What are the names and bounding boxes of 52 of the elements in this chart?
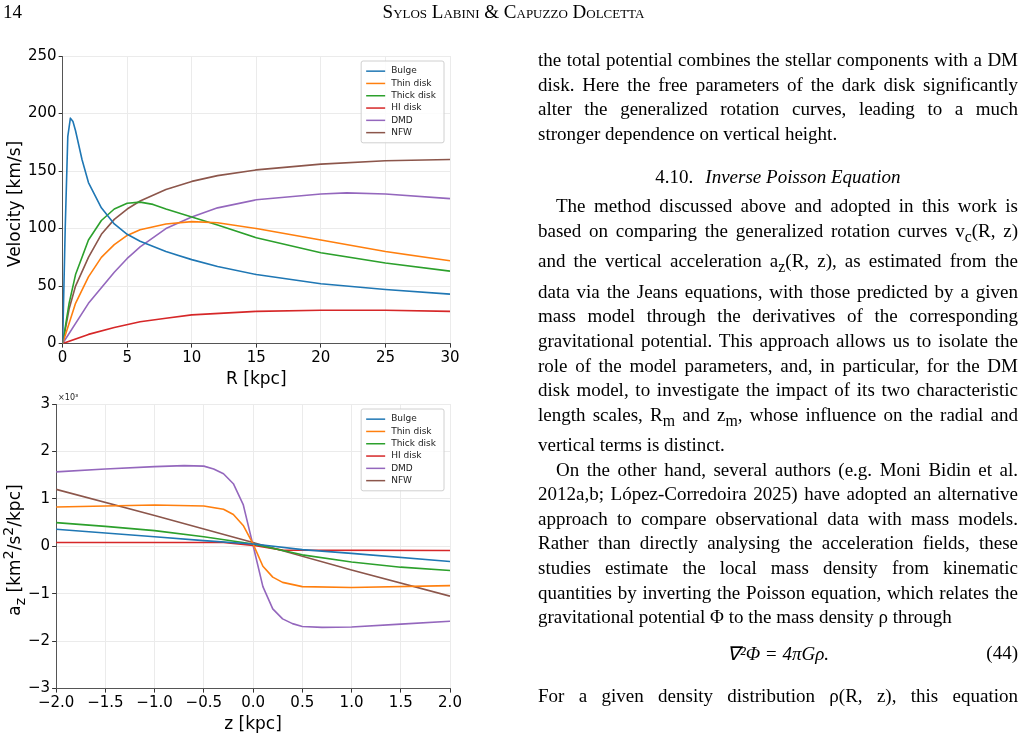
x-tick-label: 15 <box>246 348 266 367</box>
text: ∇²Φ = 4πGρ. <box>726 642 830 664</box>
y-tick-label: 250 <box>27 45 57 64</box>
x-axis-title: z [kpc] <box>224 713 282 734</box>
text: For a given density distribution ρ(R, z), this equation <box>538 683 1018 708</box>
legend-label: DMD <box>391 462 413 473</box>
y-tick-label: 200 <box>27 103 57 122</box>
y-tick-label: 100 <box>27 218 57 237</box>
x-tick-label: −0.5 <box>185 693 223 712</box>
x-axis-title: R [kpc] <box>226 368 287 389</box>
y-tick-label: 3 <box>40 393 51 412</box>
legend-label: DMD <box>391 114 413 125</box>
legend-label: Thin disk <box>390 425 433 436</box>
x-tick-label: 0.5 <box>290 693 315 712</box>
text: the total potential combines the stellar components with a DM disk. Here the free parameters of the dark disk significantly alter the generalized rotation curves, leading to a much stronger dependence on vertical height. <box>538 48 1018 146</box>
text: ×10³ <box>58 393 79 403</box>
legend-label: Thin disk <box>390 77 433 88</box>
x-tick-label: −1.5 <box>87 693 124 712</box>
legend-label: Thick disk <box>390 90 437 101</box>
y-tick-label: 1 <box>40 488 51 507</box>
y-axis-title: Velocity [km/s] <box>4 140 24 267</box>
legend-label: NFW <box>391 126 413 137</box>
text: Inverse Poisson Equation <box>705 166 901 188</box>
text: The method discussed above and adopted in this work is based on comparing the generalized rotation curves v$_{c}$(R, z) and the vertical acceleration a$_{z}$(R, z), as estimated from the data via the Jeans equations, with those predicted by a given mass model through the derivatives of the corresponding gravitational potential. This approach allows us to isolate the role of the model parameters, and, in particular, for the DM disk model, to investigate the impact of its two characteristic length scales, R$_{m}$ and z$_{m}$, whose influence on the radial and vertical terms is distinct. <box>538 195 1018 456</box>
y-tick-label: 150 <box>27 160 57 179</box>
legend-label: Bulge <box>391 413 418 424</box>
x-tick-label: 25 <box>375 348 395 367</box>
text: On the other hand, several authors (e.g. Moni Bidin et al. 2012a,b; López-Corredoira 2025) have adopted an alternative approach to compare observational data with mass models. Rather than directly analysing the acceleration fields, these studies estimate the local mass density from kinematic quantities by inverting the Poisson equation, which relates the gravitational potential Φ to the mass density ρ through <box>538 457 1018 630</box>
y-tick-label: 2 <box>40 441 51 460</box>
x-tick-label: −1.0 <box>136 693 173 712</box>
text: Sylos Labini & Capuzzo Dolcetta <box>382 1 645 22</box>
y-tick-label: 0 <box>40 536 51 555</box>
x-tick-label: 10 <box>182 348 202 367</box>
x-tick-label: 1.5 <box>388 693 413 712</box>
text: 4.10. <box>655 166 694 188</box>
legend-label: NFW <box>391 474 413 485</box>
y-tick-label: −1 <box>27 583 51 602</box>
x-tick-label: 20 <box>311 348 331 367</box>
text: 14 <box>3 1 22 23</box>
y-tick-label: 50 <box>37 275 57 294</box>
legend-label: HI disk <box>391 450 423 461</box>
x-tick-label: 30 <box>440 348 460 367</box>
legend-label: HI disk <box>391 102 423 113</box>
legend-label: Bulge <box>391 65 418 76</box>
x-tick-label: 5 <box>122 348 132 367</box>
x-tick-label: 0.0 <box>241 693 265 712</box>
text: (44) <box>986 641 1018 664</box>
y-tick-label: 0 <box>47 333 57 352</box>
y-tick-label: −2 <box>27 631 51 650</box>
legend-label: Thick disk <box>390 438 437 449</box>
x-tick-label: 1.0 <box>339 693 364 712</box>
x-tick-label: 2.0 <box>438 693 462 712</box>
